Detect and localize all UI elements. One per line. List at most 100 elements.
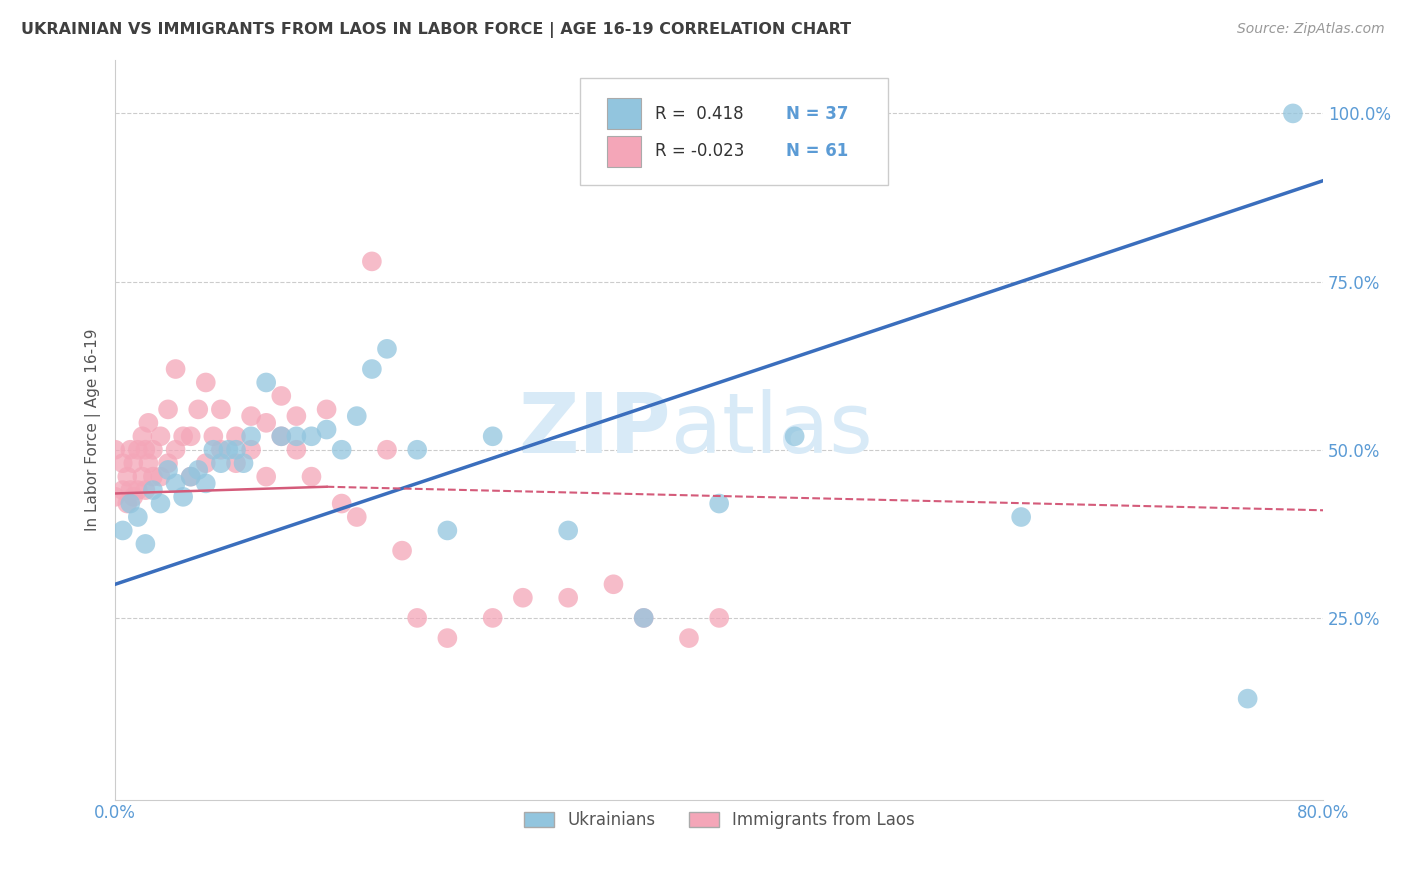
Point <box>122 490 145 504</box>
Point <box>142 469 165 483</box>
Text: R =  0.418: R = 0.418 <box>655 104 744 122</box>
Point <box>127 483 149 497</box>
Point <box>180 429 202 443</box>
Text: atlas: atlas <box>671 389 873 470</box>
Point <box>360 362 382 376</box>
Point <box>1282 106 1305 120</box>
Point <box>240 442 263 457</box>
Point <box>512 591 534 605</box>
Point <box>202 429 225 443</box>
Point <box>149 429 172 443</box>
Bar <box>607 98 641 129</box>
Point <box>157 463 180 477</box>
Point <box>122 456 145 470</box>
Point <box>127 442 149 457</box>
Point <box>131 429 153 443</box>
Point <box>120 497 142 511</box>
Point <box>120 442 142 457</box>
Point <box>436 631 458 645</box>
Text: ZIP: ZIP <box>519 389 671 470</box>
Point <box>315 423 337 437</box>
Point <box>481 611 503 625</box>
FancyBboxPatch shape <box>581 78 889 186</box>
Point <box>194 456 217 470</box>
Point <box>225 429 247 443</box>
Point <box>127 510 149 524</box>
Point <box>165 476 187 491</box>
Point <box>557 591 579 605</box>
Point <box>602 577 624 591</box>
Point <box>481 429 503 443</box>
Point <box>209 456 232 470</box>
Point <box>117 469 139 483</box>
Point <box>111 483 134 497</box>
Point <box>104 490 127 504</box>
Point <box>202 442 225 457</box>
Point <box>225 456 247 470</box>
Point <box>138 456 160 470</box>
Point <box>104 442 127 457</box>
Point <box>157 402 180 417</box>
Point <box>707 497 730 511</box>
Point <box>678 631 700 645</box>
Point <box>142 483 165 497</box>
Point <box>225 442 247 457</box>
Point <box>187 463 209 477</box>
Point <box>149 497 172 511</box>
Point <box>111 524 134 538</box>
Point <box>406 611 429 625</box>
Point <box>254 376 277 390</box>
Point <box>375 442 398 457</box>
Point <box>783 429 806 443</box>
Point <box>436 524 458 538</box>
Point <box>285 409 308 423</box>
Point <box>285 429 308 443</box>
Point <box>346 510 368 524</box>
Text: UKRAINIAN VS IMMIGRANTS FROM LAOS IN LABOR FORCE | AGE 16-19 CORRELATION CHART: UKRAINIAN VS IMMIGRANTS FROM LAOS IN LAB… <box>21 22 851 38</box>
Legend: Ukrainians, Immigrants from Laos: Ukrainians, Immigrants from Laos <box>517 805 921 836</box>
Point <box>172 429 194 443</box>
Point <box>131 469 153 483</box>
Point <box>330 497 353 511</box>
Point <box>301 469 323 483</box>
Point <box>194 376 217 390</box>
Point <box>134 483 156 497</box>
Point <box>180 469 202 483</box>
Point <box>180 469 202 483</box>
Point <box>360 254 382 268</box>
Point <box>346 409 368 423</box>
Point <box>111 456 134 470</box>
Text: Source: ZipAtlas.com: Source: ZipAtlas.com <box>1237 22 1385 37</box>
Point <box>270 389 292 403</box>
Point <box>138 416 160 430</box>
Point <box>1010 510 1032 524</box>
Point <box>301 429 323 443</box>
Point <box>391 543 413 558</box>
Point <box>254 416 277 430</box>
Point <box>157 456 180 470</box>
Point <box>209 402 232 417</box>
Bar <box>607 136 641 167</box>
Point <box>217 442 239 457</box>
Point <box>209 442 232 457</box>
Text: R = -0.023: R = -0.023 <box>655 143 745 161</box>
Point <box>194 476 217 491</box>
Point <box>1236 691 1258 706</box>
Point <box>633 611 655 625</box>
Point <box>270 429 292 443</box>
Point <box>187 402 209 417</box>
Point <box>633 611 655 625</box>
Point <box>142 442 165 457</box>
Point <box>270 429 292 443</box>
Point <box>120 483 142 497</box>
Point <box>149 469 172 483</box>
Text: N = 61: N = 61 <box>786 143 848 161</box>
Point <box>315 402 337 417</box>
Point <box>240 429 263 443</box>
Point <box>165 442 187 457</box>
Point <box>172 490 194 504</box>
Point <box>254 469 277 483</box>
Point <box>117 497 139 511</box>
Point <box>240 409 263 423</box>
Point <box>165 362 187 376</box>
